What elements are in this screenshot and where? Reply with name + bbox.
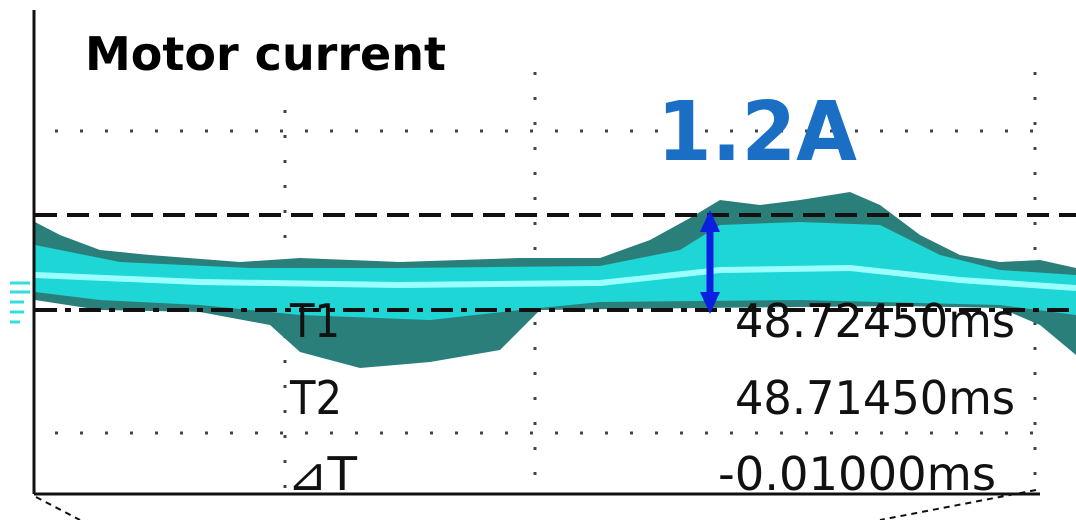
readout-label: T1 xyxy=(289,294,340,348)
readout-label: T2 xyxy=(289,371,342,425)
page: Motor current 1.2A T1 48.72450ms T2 48.7… xyxy=(0,0,1076,520)
readout-value: 48.72450ms xyxy=(735,294,1015,348)
annotation: 1.2A xyxy=(657,85,858,180)
title: Motor current xyxy=(85,27,446,81)
scope-screen: Motor current 1.2A T1 48.72450ms T2 48.7… xyxy=(0,0,1076,520)
readout-value: 48.71450ms xyxy=(735,371,1015,425)
readout-label: ⊿T xyxy=(287,447,358,501)
readout-value: -0.01000ms xyxy=(718,447,996,501)
